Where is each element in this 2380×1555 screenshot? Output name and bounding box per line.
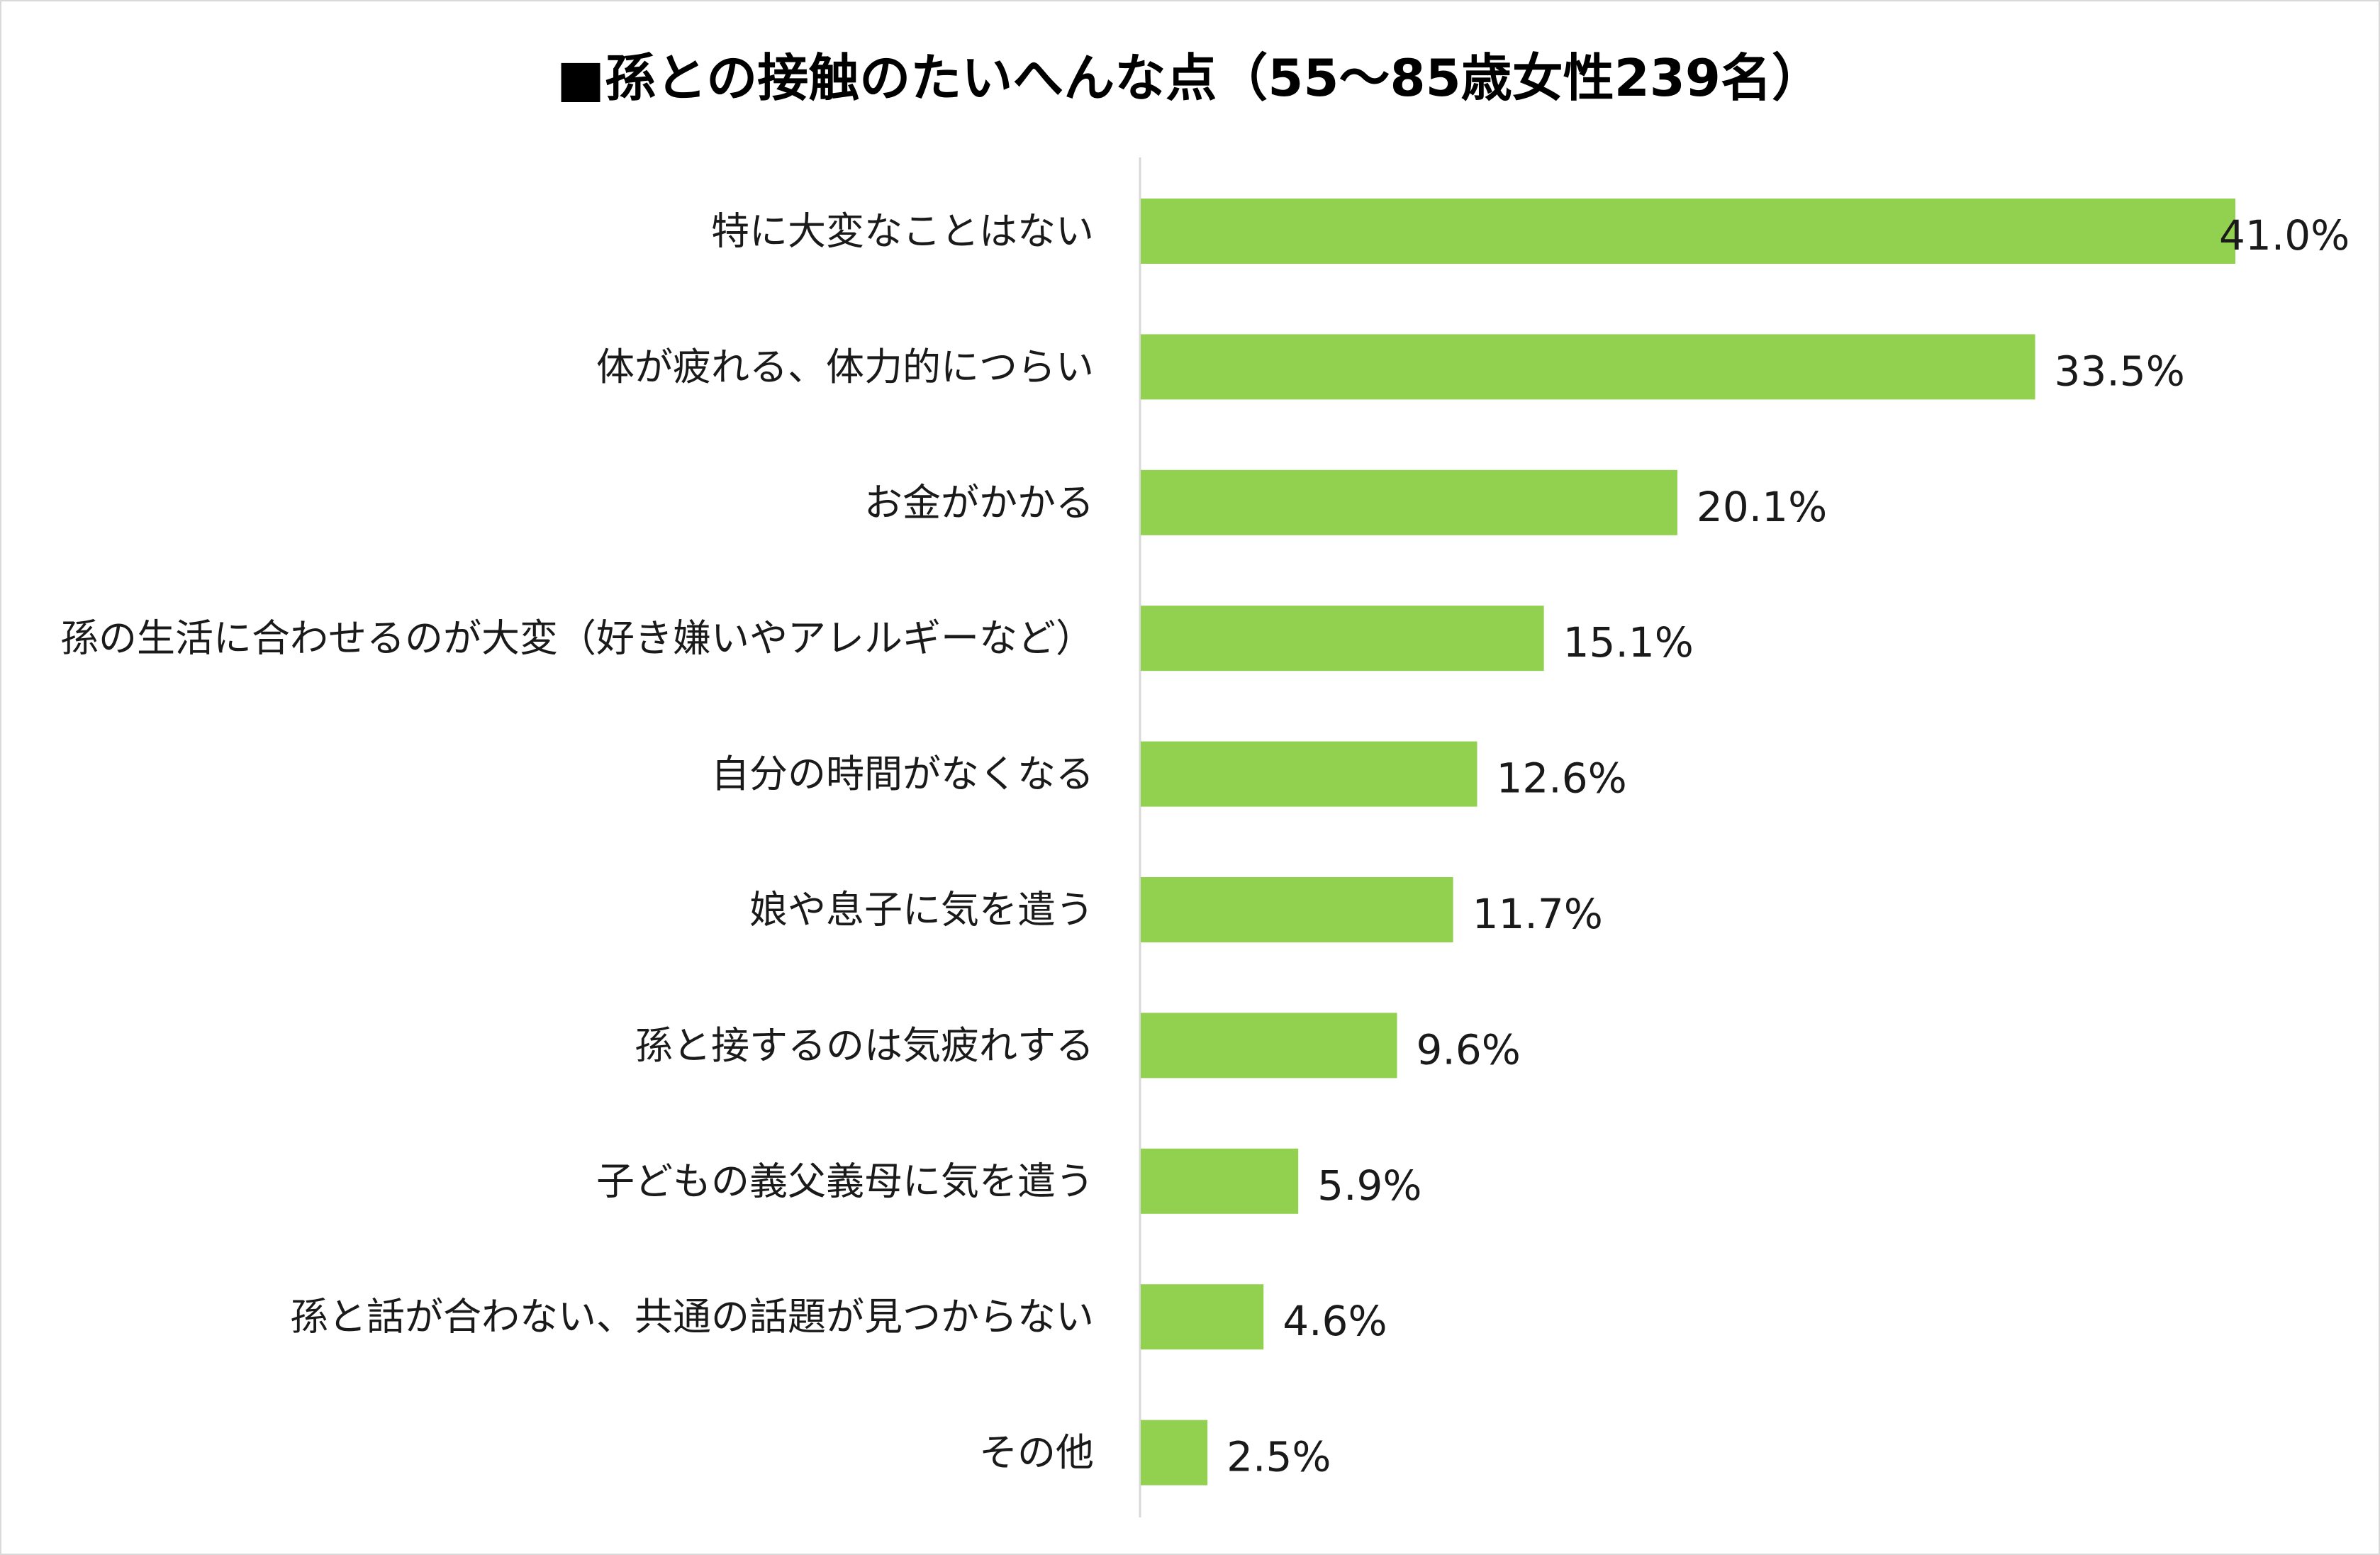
value-label-6: 11.7% — [1473, 890, 1603, 938]
bar-5 — [1141, 741, 1477, 807]
value-label-1: 41.0% — [2219, 211, 2350, 260]
category-label-10: その他 — [979, 1430, 1094, 1475]
bar-2 — [1141, 334, 2035, 400]
bar-6 — [1141, 877, 1453, 942]
category-label-4: 孫の生活に合わせるのが大変（好き嫌いやアレルギーなど） — [60, 616, 1094, 661]
bar-10 — [1141, 1420, 1208, 1486]
value-label-4: 15.1% — [1563, 618, 1694, 667]
value-label-8: 5.9% — [1317, 1161, 1421, 1210]
value-label-10: 2.5% — [1227, 1433, 1331, 1481]
category-label-8: 子どもの義父義母に気を遣う — [596, 1159, 1094, 1203]
category-labels: 特に大変なことはない体が疲れる、体力的につらいお金がかかる孫の生活に合わせるのが… — [60, 209, 1094, 1476]
bar-1 — [1141, 199, 2235, 264]
value-label-7: 9.6% — [1417, 1025, 1521, 1074]
category-label-1: 特に大変なことはない — [711, 209, 1094, 254]
category-label-2: 体が疲れる、体力的につらい — [596, 345, 1094, 389]
value-label-5: 12.6% — [1496, 754, 1626, 803]
chart-title: ■孫との接触のたいへんな点（55～85歳女性239名） — [557, 48, 1823, 108]
category-label-9: 孫と話が合わない、共通の話題が見つからない — [290, 1295, 1094, 1339]
value-label-9: 4.6% — [1283, 1297, 1387, 1345]
bars-group — [1141, 199, 2235, 1486]
bar-9 — [1141, 1284, 1264, 1350]
value-label-2: 33.5% — [2055, 347, 2185, 395]
category-label-7: 孫と接するのは気疲れする — [635, 1023, 1094, 1068]
category-label-6: 娘や息子に気を遣う — [749, 888, 1094, 932]
bar-8 — [1141, 1148, 1299, 1214]
bar-7 — [1141, 1013, 1397, 1079]
bar-4 — [1141, 606, 1544, 671]
value-labels: 41.0% 33.5% 20.1% 15.1% 12.6% 11.7% 9.6% 5.9% 4.… — [1227, 211, 2350, 1481]
category-label-5: 自分の時間がなくなる — [711, 752, 1094, 796]
bar-3 — [1141, 469, 1677, 535]
value-label-3: 20.1% — [1697, 483, 1827, 531]
category-label-3: お金がかかる — [864, 480, 1094, 525]
